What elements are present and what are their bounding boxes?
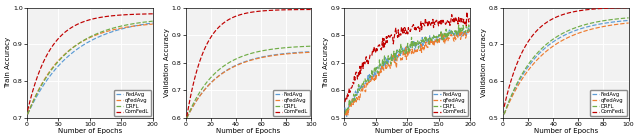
X-axis label: Number of Epochs: Number of Epochs [375, 128, 439, 134]
Y-axis label: Validation Accuracy: Validation Accuracy [481, 28, 488, 97]
Legend: FedAvg, qFedAvg, DRFL, ComFedL: FedAvg, qFedAvg, DRFL, ComFedL [115, 90, 151, 116]
Y-axis label: Train Accuracy: Train Accuracy [323, 37, 329, 88]
Legend: FedAvg, qFedAvg, DRFL, ComFedL: FedAvg, qFedAvg, DRFL, ComFedL [431, 90, 468, 116]
Y-axis label: Train Accuracy: Train Accuracy [6, 37, 12, 88]
Legend: FedAvg, qFedAvg, DRFL, ComFedL: FedAvg, qFedAvg, DRFL, ComFedL [273, 90, 310, 116]
X-axis label: Number of Epochs: Number of Epochs [534, 128, 598, 134]
X-axis label: Number of Epochs: Number of Epochs [216, 128, 280, 134]
X-axis label: Number of Epochs: Number of Epochs [58, 128, 122, 134]
Y-axis label: Validation Accuracy: Validation Accuracy [164, 28, 170, 97]
Legend: FedAvg, qFedAvg, DRFL, ComFedL: FedAvg, qFedAvg, DRFL, ComFedL [590, 90, 627, 116]
